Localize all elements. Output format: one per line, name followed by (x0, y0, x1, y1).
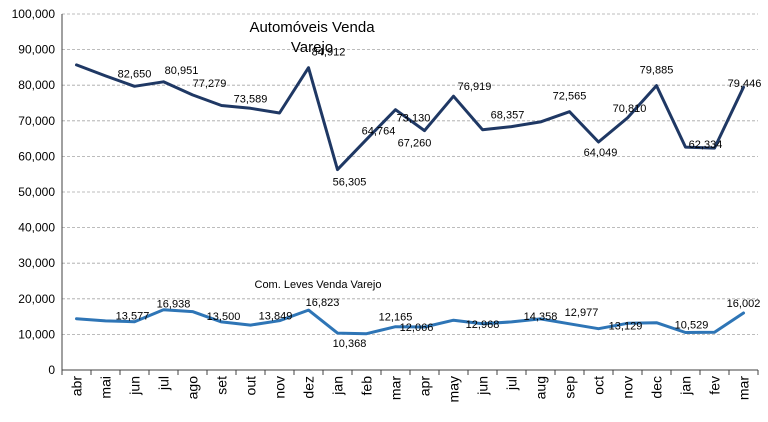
data-label: 12,165 (379, 312, 413, 324)
data-label: 73,589 (234, 93, 268, 105)
data-label: 12,968 (466, 319, 500, 331)
x-tick-label: fev (707, 376, 723, 395)
x-tick-label: ago (185, 376, 201, 400)
data-label: 77,279 (193, 78, 227, 90)
x-tick-label: jun (475, 376, 491, 396)
series-title-line: Varejo (291, 39, 333, 56)
series-title-line: Automóveis Venda (249, 19, 375, 36)
x-tick-label: dec (649, 376, 665, 399)
x-tick-label: nov (272, 376, 288, 399)
series-line-com-leves (75, 308, 745, 336)
y-tick-label: 0 (48, 363, 55, 377)
y-tick-label: 10,000 (18, 327, 55, 341)
data-label: 82,650 (118, 68, 152, 80)
y-tick-label: 50,000 (18, 185, 55, 199)
y-tick-label: 80,000 (18, 78, 55, 92)
data-label: 10,529 (675, 320, 709, 332)
x-tick-label: mar (388, 376, 404, 400)
series-title-com-leves: Com. Leves Venda Varejo (255, 279, 382, 291)
x-tick-label: jun (127, 376, 143, 396)
data-label: 64,764 (362, 125, 396, 137)
x-tick-label: feb (359, 376, 375, 396)
data-label: 13,500 (207, 311, 241, 323)
x-tick-label: mar (736, 376, 752, 400)
y-tick-label: 90,000 (18, 43, 55, 57)
x-tick-label: jan (330, 376, 346, 396)
series (75, 63, 745, 336)
x-tick-label: out (243, 376, 259, 396)
series-title-line: Com. Leves Venda Varejo (255, 279, 382, 291)
data-label: 12,977 (565, 307, 599, 319)
data-label: 16,938 (157, 299, 191, 311)
data-label: 14,358 (524, 311, 558, 323)
x-tick-label: may (446, 376, 462, 402)
data-label: 16,002 (727, 298, 761, 310)
data-label: 56,305 (333, 177, 367, 189)
data-label: 76,919 (458, 81, 492, 93)
x-tick-label: jul (504, 376, 520, 391)
x-tick-label: set (214, 376, 230, 395)
gridlines (62, 13, 758, 335)
data-label: 79,446 (728, 78, 762, 90)
y-tick-label: 70,000 (18, 114, 55, 128)
data-label: 79,885 (640, 65, 674, 77)
data-label: 84,912 (312, 47, 346, 59)
data-label: 13,129 (609, 320, 643, 332)
x-tick-label: oct (591, 376, 607, 395)
data-label: 12,066 (400, 322, 434, 334)
data-label: 62,334 (689, 139, 723, 151)
data-label: 68,357 (491, 110, 525, 122)
x-tick-label: mai (98, 376, 114, 399)
x-tick-label: abr (69, 376, 85, 397)
x-tick-label: jul (156, 376, 172, 391)
data-label: 80,951 (165, 65, 199, 77)
data-label: 64,049 (584, 147, 618, 159)
y-tick-label: 60,000 (18, 149, 55, 163)
series-line-automoveis (75, 63, 745, 172)
axes: 0 10,000 20,000 30,000 40,000 50,000 60,000 70,… (12, 7, 759, 402)
series-title-automoveis: Automóveis Venda Varejo (249, 19, 375, 56)
data-label: 67,260 (398, 138, 432, 150)
y-tick-label: 30,000 (18, 256, 55, 270)
data-label: 16,823 (306, 297, 340, 309)
data-label: 10,368 (333, 338, 367, 350)
y-tick-label: 20,000 (18, 292, 55, 306)
y-tick-label: 100,000 (12, 7, 56, 21)
x-tick-label: dez (301, 376, 317, 399)
data-label: 73,130 (397, 113, 431, 125)
x-tick-label: jan (678, 376, 694, 396)
data-label: 13,577 (116, 311, 150, 323)
x-tick-label: nov (620, 376, 636, 399)
y-tick-label: 40,000 (18, 221, 55, 235)
data-label: 70,810 (613, 103, 647, 115)
x-tick-label: aug (533, 376, 549, 399)
data-label: 72,565 (553, 91, 587, 103)
x-tick-label: apr (417, 376, 433, 397)
x-tick-label: sep (562, 376, 578, 399)
data-label: 13,849 (259, 311, 293, 323)
